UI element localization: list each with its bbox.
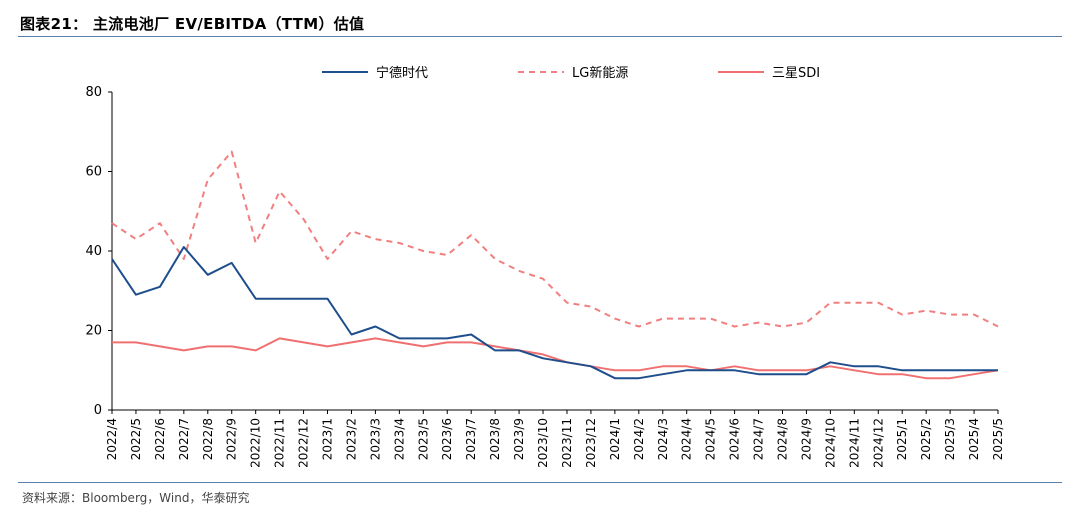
x-tick-label: 2023/9 xyxy=(512,418,526,460)
series-line-0 xyxy=(111,246,998,380)
x-tick-label: 2022/10 xyxy=(249,418,263,468)
x-tick-label: 2024/3 xyxy=(656,418,670,460)
x-tick-label: 2023/3 xyxy=(368,418,382,460)
x-tick-label: 2022/5 xyxy=(129,418,143,460)
x-tick-label: 2025/4 xyxy=(967,418,981,460)
x-tick-label: 2023/2 xyxy=(344,418,358,460)
x-tick-label: 2024/12 xyxy=(871,418,885,468)
x-tick-label: 2024/1 xyxy=(608,418,622,460)
y-tick-label: 60 xyxy=(85,165,102,180)
x-tick-label: 2023/1 xyxy=(321,418,335,460)
x-tick-label: 2023/4 xyxy=(392,418,406,460)
x-tick-label: 2024/9 xyxy=(799,418,813,460)
source-bar: 资料来源：Bloomberg，Wind，华泰研究 xyxy=(18,482,1062,513)
x-tick-label: 2022/6 xyxy=(153,418,167,460)
x-tick-label: 2022/7 xyxy=(177,418,191,460)
x-tick-label: 2023/7 xyxy=(464,418,478,460)
title-bar: 图表21： 主流电池厂 EV/EBITDA（TTM）估值 xyxy=(18,8,1062,37)
x-tick-label: 2025/1 xyxy=(895,418,909,460)
x-tick-label: 2024/7 xyxy=(752,418,766,460)
x-tick-label: 2023/12 xyxy=(584,418,598,468)
x-tick-label: 2024/11 xyxy=(847,418,861,468)
x-tick-label: 2023/10 xyxy=(536,418,550,468)
x-tick-label: 2024/8 xyxy=(775,418,789,460)
y-tick-label: 20 xyxy=(85,324,102,339)
series-line-1 xyxy=(111,150,999,328)
x-tick-label: 2022/12 xyxy=(297,418,311,468)
x-tick-label: 2022/9 xyxy=(225,418,239,460)
x-tick-label: 2025/2 xyxy=(919,418,933,460)
x-tick-label: 2023/8 xyxy=(488,418,502,460)
series-line-2 xyxy=(112,337,999,380)
x-tick-label: 2023/11 xyxy=(560,418,574,468)
x-tick-label: 2022/8 xyxy=(201,418,215,460)
chart-area: 0 20 40 60 80 2022/4 2022/5 2022/6 2022/7 2022/8 2… xyxy=(0,40,1080,480)
x-tick-label: 2024/4 xyxy=(680,418,694,460)
x-tick-label: 2022/11 xyxy=(273,418,287,468)
y-tick-label: 80 xyxy=(85,85,102,100)
x-tick-label: 2024/6 xyxy=(728,418,742,460)
x-tick-label: 2023/6 xyxy=(440,418,454,460)
x-tick-label: 2024/10 xyxy=(823,418,837,468)
page-title: 图表21： 主流电池厂 EV/EBITDA（TTM）估值 xyxy=(20,15,365,33)
source-note: 资料来源：Bloomberg，Wind，华泰研究 xyxy=(22,491,250,505)
legend-label-1: LG新能源 xyxy=(572,65,628,81)
legend-label-0: 宁德时代 xyxy=(376,65,428,81)
y-tick-label: 0 xyxy=(94,403,102,418)
x-tick-label: 2024/5 xyxy=(704,418,718,460)
x-tick-label: 2022/4 xyxy=(105,418,119,460)
x-tick-label: 2025/3 xyxy=(943,418,957,460)
chart-svg: 0 20 40 60 80 2022/4 2022/5 2022/6 2022/7 2022/8 2… xyxy=(85,65,1005,468)
x-tick-label: 2024/2 xyxy=(632,418,646,460)
x-tick-label: 2025/5 xyxy=(991,418,1005,460)
y-tick-label: 40 xyxy=(85,244,102,259)
x-tick-label: 2023/5 xyxy=(416,418,430,460)
legend-label-2: 三星SDI xyxy=(772,66,820,81)
